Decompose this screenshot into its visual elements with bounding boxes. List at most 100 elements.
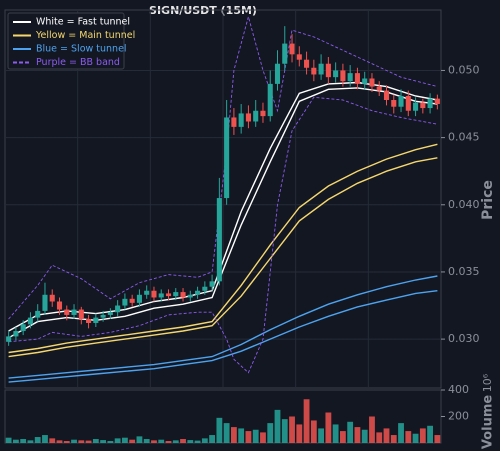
overlay-line [8,96,438,374]
candle-body [195,290,201,295]
volume-bar [339,431,346,443]
volume-bar [107,441,114,443]
candle-body [376,86,382,91]
volume-bar [71,439,77,443]
overlay-line [8,290,438,383]
candle-body [304,59,310,68]
candle-body [49,294,55,302]
volume-bar [136,436,143,443]
candle-body [107,312,113,315]
y-tick-label: 0.045 [448,131,480,144]
candle-body [391,100,397,107]
overlay-line [8,14,438,320]
candle-body [224,117,230,199]
volume-bar [260,432,266,443]
volume-bar [34,437,41,443]
volume-bar [354,427,361,443]
volume-bar [412,433,419,443]
volume-bar [158,439,165,443]
volume-bar [238,428,245,443]
candle-body [20,324,26,332]
candle-body [362,78,368,84]
volume-bar [201,438,208,443]
volume-bar [129,439,136,443]
candle-body [333,70,339,78]
volume-bar [325,412,332,443]
volume-bar [376,432,383,443]
volume-bar [5,437,12,443]
volume-bar [390,435,397,443]
candle-body [6,336,12,342]
volume-bar [12,439,19,443]
y-axis-label: Price [480,180,496,220]
candle-body [216,198,222,282]
volume-bar [114,438,121,443]
volume-bar [209,435,216,443]
legend-label: White = Fast tunnel [36,17,130,28]
candle-body [144,290,150,295]
candle-body [369,78,375,87]
legend-label: Blue = Slow tunnel [36,44,127,55]
candle-body [398,95,404,107]
candle-body [64,309,70,315]
volume-bar [194,440,201,443]
volume-bar [49,438,56,443]
candle-body [427,98,433,109]
volume-bar [419,428,426,443]
volume-tick-label: 400 [448,383,469,396]
candle-body [78,309,84,319]
volume-bar [427,425,434,443]
volume-axis-label: Volume [481,395,496,450]
candle-body [136,294,142,303]
volume-bar [383,428,390,443]
volume-bar [56,440,63,443]
volume-bar [347,421,354,443]
volume-bar [165,441,172,443]
volume-bar [289,416,295,443]
volume-bar [398,423,404,443]
volume-bar [27,440,34,443]
candle-body [129,298,135,303]
volume-bar [143,439,150,443]
volume-bar [230,427,237,443]
volume-bar [245,431,252,443]
candle-body [93,317,99,323]
overlay-line [8,157,438,358]
overlay-line [8,275,438,379]
volume-bar [361,429,368,443]
volume-bar [310,420,317,443]
y-tick-label: 0.050 [448,63,480,76]
candle-body [71,309,77,315]
candle-body [253,110,259,122]
volume-bar [187,440,194,443]
candle-body [56,301,63,310]
candle-body [27,317,33,325]
candle-body [325,63,331,78]
candle-body [122,298,128,306]
volume-bar [63,441,70,443]
candle-body [383,90,390,100]
volume-bar [252,429,259,443]
volume-bar [405,431,412,443]
volume-bar [78,440,85,443]
volume-bar [303,399,310,443]
candle-body [354,73,360,84]
legend-label: Purple = BB band [36,57,120,68]
legend-label: Yellow = Main tunnel [35,30,135,41]
volume-bar [42,435,48,443]
volume-bar [318,428,325,443]
volume-bar [151,440,157,443]
volume-bar [20,439,27,443]
candle-body [202,286,208,291]
candle-body [42,294,48,311]
candle-body [115,305,121,313]
volume-bar [332,424,339,443]
volume-bar [216,417,223,443]
volume-bar [296,424,303,443]
candle-body [35,310,41,318]
volume-bar [281,419,288,443]
legend-box [7,12,125,70]
candle-body [420,102,426,109]
candle-body [209,281,215,287]
